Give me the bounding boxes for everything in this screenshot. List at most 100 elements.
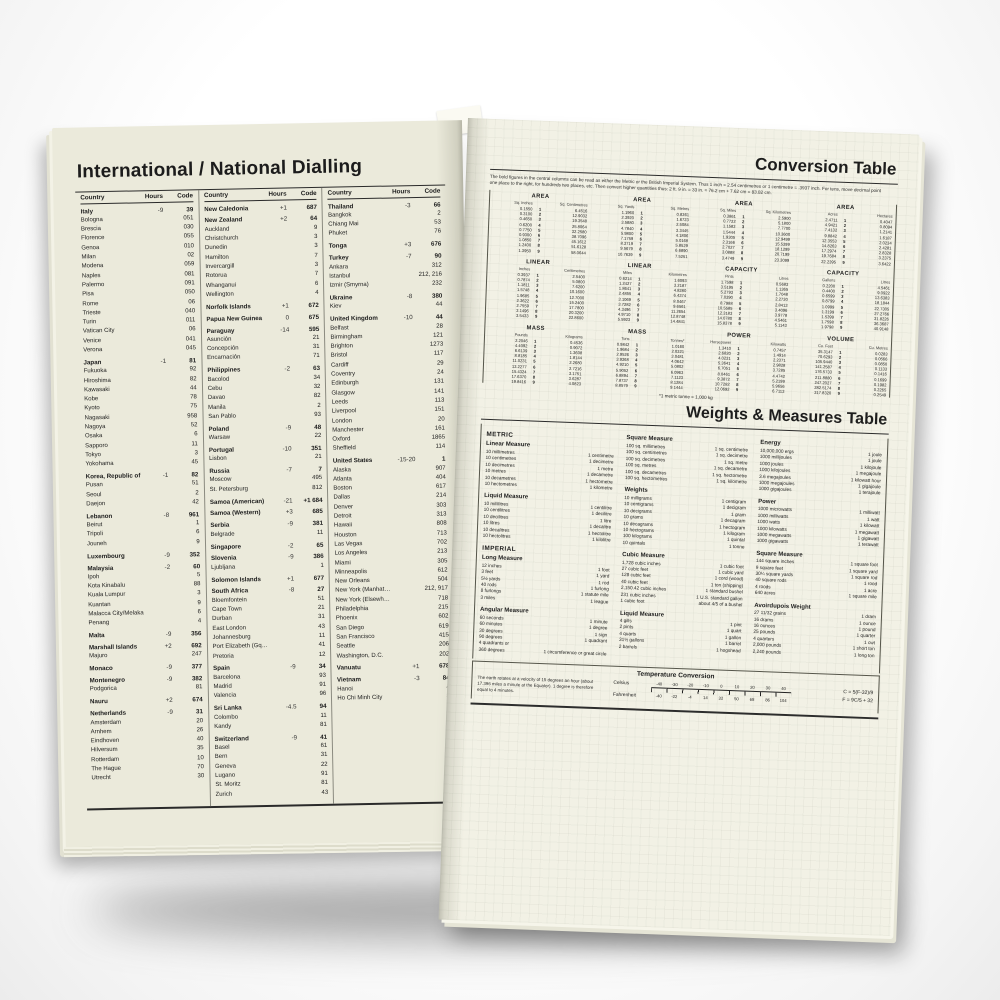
- measure-section: Cubic Measure 1,728 cubic inches 1 cubic f…: [620, 552, 744, 609]
- conversion-group: CAPACITY Pints Litres 1.7598 1 0.5683 3.5195 2 1…: [692, 263, 789, 328]
- dial-city-row: Verona 045: [83, 344, 196, 355]
- dial-hours: -9: [291, 734, 298, 742]
- dial-hours: -9: [164, 551, 170, 559]
- dial-name: Ljubljana: [211, 564, 236, 571]
- dial-code: 42: [192, 499, 199, 506]
- dial-hours: -9: [166, 675, 173, 684]
- measure-qty: 360 degrees: [478, 646, 505, 653]
- dial-hours: [385, 210, 411, 220]
- value-mid: 9: [636, 317, 640, 323]
- dial-city-row: Zurich 43: [215, 788, 328, 799]
- dial-city-row: Izmir (Smyrna) 232: [329, 280, 442, 291]
- dial-hours: [139, 280, 165, 290]
- dial-hours: [272, 761, 298, 771]
- unit-mid: [835, 277, 850, 283]
- dial-name: Samoa (American): [209, 497, 265, 506]
- dial-hours: [388, 406, 414, 416]
- dial-hours: [148, 773, 174, 783]
- dial-country-row: Malta -9 356: [89, 629, 202, 640]
- right-page: Conversion Table The bold figures in the…: [438, 118, 920, 937]
- dial-hours: [272, 770, 298, 780]
- dial-name: Podgorica: [89, 686, 117, 693]
- dial-code: 9: [196, 539, 200, 546]
- measure-section: Energy 10,000,000 ergs 1 joule 1000 millijo…: [758, 440, 882, 497]
- measure-qty: 3 miles: [480, 594, 496, 601]
- conversion-group: LINEAR Inches Centimetres 0.3937 1 2.5400 0.78…: [489, 256, 586, 321]
- dial-hours: [138, 252, 164, 262]
- dial-code: 22: [314, 432, 322, 439]
- measure-section: Liquid Measure 10 millilitres 1 centilitre…: [483, 493, 613, 544]
- dial-hours: [146, 651, 172, 661]
- dial-hours: [148, 764, 174, 774]
- dial-code: 76: [434, 229, 442, 236]
- dial-hours: [261, 234, 287, 244]
- dial-code: 685: [312, 508, 323, 516]
- value-left: 1.3950: [518, 247, 532, 254]
- temperature-formulas: C = 5(F-32)/9 F = 9C/5 + 32: [799, 687, 874, 706]
- dial-hours: [390, 502, 416, 512]
- dial-hours: 0: [285, 314, 290, 322]
- measure-qty: 10 hectometres: [484, 480, 518, 488]
- dial-hours: [264, 393, 290, 403]
- measure-qty: 1 cubic foot: [620, 598, 645, 604]
- dial-country-row: Papua New Guinea 0 675: [206, 313, 319, 324]
- dial-hours: [388, 360, 414, 370]
- dial-hours: [387, 332, 413, 342]
- measure-qty: 2 barrels: [618, 643, 638, 650]
- dial-country-row: Luxembourg -9 352: [87, 550, 200, 561]
- dial-hours: [143, 499, 169, 509]
- dial-code: 30: [197, 773, 205, 780]
- dial-name: Nauru: [89, 698, 108, 706]
- dial-hours: -3: [404, 201, 411, 209]
- value-right: 7.5251: [674, 253, 688, 259]
- dial-hours: [386, 301, 412, 311]
- dial-hours: [270, 681, 296, 691]
- unit-mid: [629, 336, 644, 342]
- dial-name: Phuket: [328, 230, 348, 238]
- conversion-group: MASS Tons Tonnes* 0.9842 1 1.0160 1.9684 2 2.032…: [588, 325, 685, 391]
- dial-hours: [388, 388, 414, 398]
- value-mid: 9: [634, 383, 637, 389]
- dial-hours: [142, 459, 168, 469]
- dial-hours: [391, 530, 417, 540]
- unit-mid: [533, 200, 548, 206]
- value-right: 58.0644: [570, 249, 586, 256]
- dial-hours: [143, 490, 169, 500]
- header-country: Country: [80, 194, 105, 202]
- dial-hours: [147, 717, 173, 727]
- dial-hours: [392, 613, 418, 623]
- dial-code: 377: [191, 663, 203, 671]
- dial-country-row: Vanuatu +1 678: [337, 662, 450, 673]
- dial-name: Vanuatu: [336, 664, 361, 673]
- conversion-group: POWER Horsepower Kilowatts 1.3410 1 0.7457 2.6…: [690, 329, 787, 394]
- dial-hours: [269, 642, 295, 652]
- measure-unit: 1 long ton: [853, 652, 875, 658]
- dial-code: 12: [318, 651, 326, 658]
- dial-hours: -9: [167, 709, 173, 717]
- dial-hours: [264, 374, 290, 384]
- dial-code: 1: [320, 562, 324, 569]
- value-left: 317.8320: [814, 390, 832, 396]
- dial-name: Sheffield: [332, 445, 356, 453]
- dial-city-row: Wellington 4: [206, 289, 319, 300]
- unit-mid: [530, 266, 545, 272]
- dial-hours: [147, 727, 173, 737]
- dial-hours: -2: [284, 365, 291, 373]
- dial-hours: [262, 280, 288, 290]
- dial-hours: [393, 623, 419, 633]
- dial-code: 71: [313, 353, 320, 360]
- unit-mid: [634, 204, 649, 210]
- dial-city-row: Phuket 76: [328, 228, 441, 239]
- dial-hours: +2: [280, 215, 288, 224]
- dial-code: 4: [315, 289, 319, 296]
- measure-qty: 2,240 pounds: [752, 648, 782, 655]
- conversion-grid: AREA Sq. Inches Sq. Centimetres 0.1550 1 6.45…: [486, 190, 893, 398]
- dial-code: 678: [439, 662, 450, 671]
- header-code: Code: [424, 187, 441, 195]
- value-right: 4.0823: [568, 381, 582, 387]
- dial-hours: -10: [282, 445, 292, 453]
- dial-city-row: Podgorica 81: [90, 684, 203, 695]
- measure-qty: 10 quintals: [622, 539, 646, 546]
- dial-name: Luxembourg: [87, 552, 125, 561]
- weights-measures-grid: METRIC Linear Measure 10 millimetres 1 cent…: [478, 427, 882, 673]
